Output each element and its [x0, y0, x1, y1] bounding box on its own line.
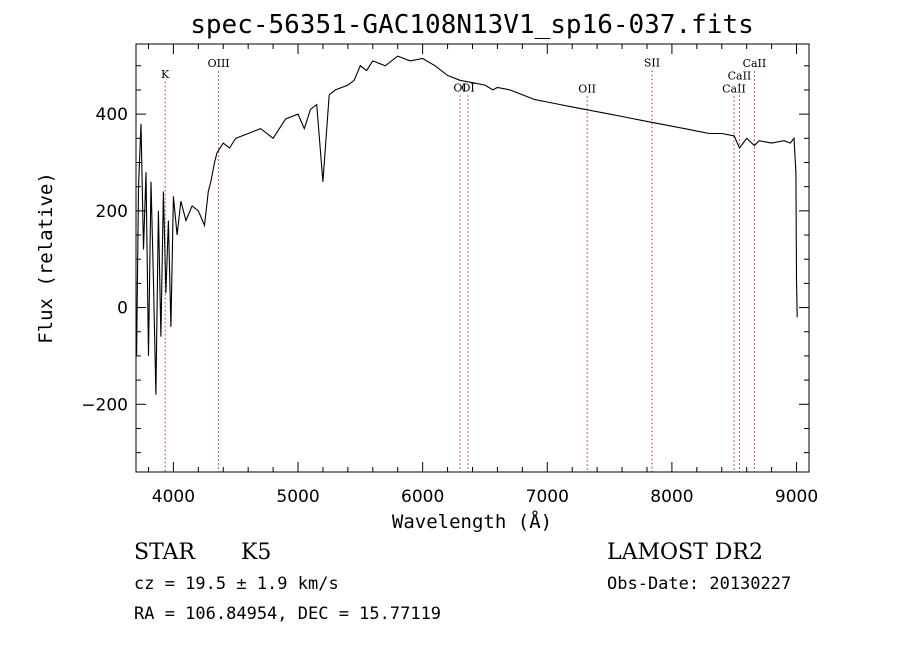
line-label-0: K: [161, 68, 170, 81]
line-label-8: CaII: [743, 57, 767, 70]
line-label-3: OI: [461, 81, 474, 94]
axis-ticks: 4000 5000 6000 7000 8000 9000 −200 0 200 400: [81, 44, 818, 507]
x-tick-label-4: 8000: [650, 487, 693, 507]
line-label-1: OIII: [208, 57, 230, 70]
spectral-subclass: K5: [241, 540, 272, 565]
y-tick-label-2: 200: [96, 202, 128, 222]
y-tick-label-3: 400: [96, 105, 128, 125]
line-label-5: SII: [644, 57, 660, 70]
line-label-2: OI: [453, 81, 466, 94]
object-class: STAR: [134, 540, 195, 565]
y-tick-label-0: −200: [81, 395, 128, 415]
x-axis-label: Wavelength (Å): [392, 510, 552, 533]
x-tick-label-5: 9000: [775, 487, 818, 507]
plot-frame: [135, 43, 810, 473]
line-label-6: CaII: [722, 82, 746, 95]
x-tick-label-3: 7000: [526, 487, 569, 507]
series-layer: [136, 55, 798, 395]
x-tick-label-1: 5000: [276, 487, 319, 507]
y-axis-label: Flux (relative): [35, 172, 57, 344]
observation-date: Obs-Date: 20130227: [607, 574, 792, 594]
survey-name: LAMOST DR2: [607, 540, 763, 565]
coordinates-text: RA = 106.84954, DEC = 15.77119: [134, 604, 442, 624]
x-tick-label-0: 4000: [152, 487, 195, 507]
line-label-7: CaII: [728, 69, 752, 82]
spectrum-series-0: [136, 55, 798, 395]
chart-title: spec-56351-GAC108N13V1_sp16-037.fits: [190, 10, 754, 40]
x-tick-label-2: 6000: [401, 487, 444, 507]
y-tick-label-1: 0: [117, 299, 128, 319]
redshift-text: cz = 19.5 ± 1.9 km/s: [134, 574, 339, 594]
line-label-4: OII: [578, 82, 596, 95]
